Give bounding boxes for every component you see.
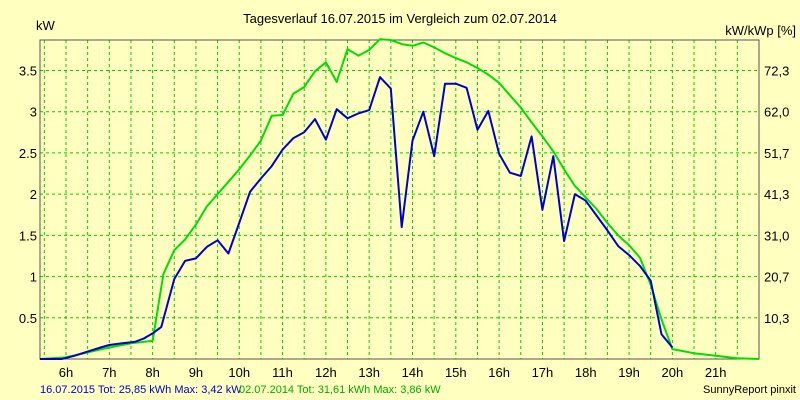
y-tick-label-right: 72,3 — [764, 63, 789, 78]
x-tick-label: 17h — [532, 365, 554, 380]
y-tick-label-left: 1.5 — [19, 228, 37, 243]
series-lines — [39, 38, 760, 360]
y-tick-label-left: 3.5 — [19, 63, 37, 78]
y-ticks: 0.5 10,3 1 20,7 1.5 31,0 2 41,3 2.5 51,7 3 62,0 3.5 7… — [19, 63, 789, 325]
y-tick-label-left: 2 — [30, 187, 37, 202]
x-tick-label: 13h — [358, 365, 380, 380]
grid — [40, 40, 760, 359]
y-axis-label-left: kW — [36, 18, 56, 33]
x-tick-label: 16h — [488, 365, 510, 380]
series-line-2 — [39, 38, 760, 360]
x-tick-label: 8h — [145, 365, 159, 380]
legend-series-1: 16.07.2015 Tot: 25,85 kWh Max: 3,42 kW — [40, 384, 242, 396]
y-tick-label-left: 0.5 — [19, 311, 37, 326]
y-tick-label-right: 31,0 — [764, 228, 789, 243]
x-tick-label: 14h — [402, 365, 424, 380]
y-tick-label-left: 3 — [30, 105, 37, 120]
x-tick-label: 9h — [189, 365, 203, 380]
series-line-1 — [40, 76, 674, 360]
x-tick-label: 11h — [272, 365, 293, 380]
y-tick-label-right: 10,3 — [764, 311, 789, 326]
y-tick-label-right: 20,7 — [764, 270, 789, 285]
y-axis-label-right: kW/kWp [%] — [725, 23, 796, 38]
x-tick-label: 10h — [228, 365, 250, 380]
plot-frame — [39, 39, 760, 360]
x-tick-label: 6h — [59, 365, 73, 380]
chart-title: Tagesverlauf 16.07.2015 im Vergleich zum… — [243, 11, 557, 26]
y-tick-label-right: 62,0 — [764, 105, 789, 120]
x-tick-label: 19h — [618, 365, 640, 380]
y-tick-label-left: 2.5 — [19, 146, 37, 161]
y-tick-label-right: 41,3 — [764, 187, 789, 202]
x-tick-label: 15h — [445, 365, 467, 380]
x-tick-label: 18h — [575, 365, 597, 380]
x-tick-label: 21h — [705, 365, 727, 380]
legend-series-2: 02.07.2014 Tot: 31,61 kWh Max: 3,86 kW — [239, 384, 441, 396]
x-tick-label: 20h — [662, 365, 684, 380]
x-tick-label: 12h — [315, 365, 337, 380]
x-ticks: 6h 7h 8h 9h 10h 11h 12h 13h 14h 15h 16h 17h 18h 19h 20… — [59, 365, 727, 380]
y-tick-label-right: 51,7 — [764, 146, 789, 161]
y-tick-label-left: 1 — [30, 270, 37, 285]
x-tick-label: 7h — [102, 365, 116, 380]
brand-label: SunnyReport pinxit — [703, 384, 796, 396]
